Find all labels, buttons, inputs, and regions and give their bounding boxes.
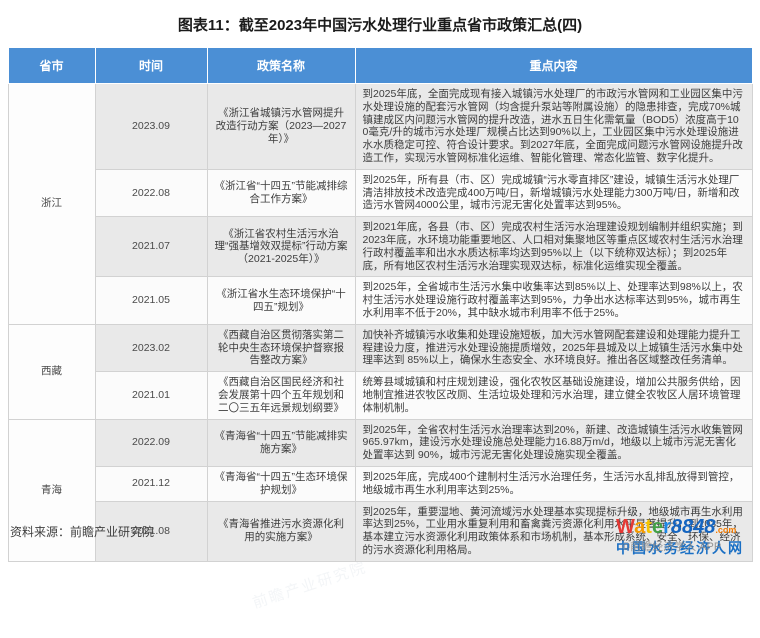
content-cell: 统筹县域城镇和村庄规划建设，强化农牧区基础设施建设，增加公共服务供给，因地制宜推… <box>354 371 753 420</box>
province-cell: 浙江 <box>7 83 96 325</box>
table-row: 2021.07 《浙江省农村生活污水治理“强基增效双提标”行动方案（2021-20… <box>8 216 753 278</box>
policy-cell: 《西藏自治区贯彻落实第二轮中央生态环境保护督察报告整改方案》 <box>206 323 356 373</box>
table-row: 2021.05 《浙江省水生态环境保护“十四五”规划》 到2025年，全省城市生活污… <box>8 276 753 325</box>
policy-table: 省市 时间 政策名称 重点内容 浙江 2023.09 《浙江省城镇污水管网提升改造行… <box>7 47 753 562</box>
policy-cell: 《西藏自治区国民经济和社会发展第十四个五年规划和二〇三五年远景规划纲要》 <box>206 371 356 420</box>
policy-cell: 《浙江省水生态环境保护“十四五”规划》 <box>206 276 356 325</box>
content-cell: 到2025年，全省农村生活污水治理率达到20%，新建、改造城镇生活污水收集管网9… <box>354 418 753 467</box>
content-cell: 到2025年，全省城市生活污水集中收集率达到85%以上、处理率达到98%以上，农… <box>354 276 753 325</box>
table-row: 2021.01 《西藏自治区国民经济和社会发展第十四个五年规划和二〇三五年远景规划… <box>8 371 753 420</box>
logo-wordmark: Water8848.com <box>616 517 754 537</box>
logo-letter: a <box>634 515 646 538</box>
page-title: 图表11：截至2023年中国污水处理行业重点省市政策汇总(四) <box>177 17 583 34</box>
table-row: 西藏 2023.02 《西藏自治区贯彻落实第二轮中央生态环境保护督察报告整改方案》加… <box>7 323 753 420</box>
date-cell: 2023.02 <box>94 323 208 373</box>
province-cell: 青海 <box>7 418 96 562</box>
header-province: 省市 <box>7 47 96 84</box>
logo-letter: 8 <box>670 515 682 538</box>
table-row: 2021.12 《青海省“十四五”生态环境保护规划》 到2025年底，完成400个建… <box>8 465 753 502</box>
table-header-row: 省市 时间 政策名称 重点内容 <box>7 47 753 84</box>
content-cell: 加快补齐城镇污水收集和处理设施短板，加大污水管网配套建设和处理能力提升工程建设力… <box>354 323 753 373</box>
date-cell: 2023.09 <box>94 83 208 170</box>
header-date: 时间 <box>94 47 208 84</box>
policy-cell: 《青海省“十四五”节能减排实施方案》 <box>206 418 356 467</box>
logo-letter: t <box>645 515 652 538</box>
content-cell: 到2025年，重要湿地、黄河流域污水处理基本实现提标升级，地级城市再生水利用率达… <box>354 500 753 562</box>
date-cell: 2021.12 <box>94 465 208 502</box>
logo-letter: r <box>663 515 671 538</box>
header-content: 重点内容 <box>354 47 753 84</box>
content-cell: 到2025年底，全面完成现有接入城镇污水处理厂的市政污水管网和工业园区集中污水处… <box>354 83 753 170</box>
date-cell: 2021.01 <box>94 371 208 420</box>
date-cell: 2021.05 <box>94 276 208 325</box>
source-note: 资料来源：前瞻产业研究院 <box>10 524 155 539</box>
table-row: 2021.08 《青海省推进污水资源化利用的实施方案》 到2025年，重要湿地、黄河… <box>8 500 753 562</box>
logo-suffix: .com <box>715 524 737 535</box>
water8848-logo: Water8848.com 中国水务经济人网 ©前瞻经济学人 APP <box>616 517 754 556</box>
policy-cell: 《浙江省城镇污水管网提升改造行动方案（2023—2027年）》 <box>206 83 356 170</box>
copyright-note: ©前瞻经济学人 APP <box>622 540 722 553</box>
table-row: 浙江 2023.09 《浙江省城镇污水管网提升改造行动方案（2023—2027年）》… <box>7 83 753 325</box>
header-policy: 政策名称 <box>206 47 356 84</box>
date-cell: 2021.08 <box>94 500 208 562</box>
page: 图表11：截至2023年中国污水处理行业重点省市政策汇总(四) 省市 时间 政策… <box>0 14 760 562</box>
policy-table-body: 浙江 2023.09 《浙江省城镇污水管网提升改造行动方案（2023—2027年）》… <box>7 83 753 562</box>
date-cell: 2021.07 <box>94 216 208 278</box>
logo-subtitle: 中国水务经济人网 <box>616 539 744 556</box>
logo-letter: W <box>616 515 635 538</box>
policy-cell: 《青海省推进污水资源化利用的实施方案》 <box>206 500 356 562</box>
policy-cell: 《浙江省“十四五”节能减排综合工作方案》 <box>206 168 356 218</box>
policy-cell: 《青海省“十四五”生态环境保护规划》 <box>206 465 356 502</box>
content-cell: 到2025年，所有县（市、区）完成城镇“污水零直排区”建设，城镇生活污水处理厂清… <box>354 168 753 218</box>
date-cell: 2022.08 <box>94 168 208 218</box>
logo-letter: e <box>651 515 664 538</box>
province-cell: 西藏 <box>7 323 96 420</box>
date-cell: 2022.09 <box>94 418 208 467</box>
table-row: 2022.08 《浙江省“十四五”节能减排综合工作方案》 到2025年，所有县（市、… <box>8 168 753 218</box>
content-cell: 到2021年底，各县（市、区）完成农村生活污水治理建设规划编制并组织实施；到20… <box>354 216 753 278</box>
logo-letter: 8 <box>681 515 694 538</box>
logo-letter: 8 <box>704 515 716 538</box>
logo-letter: 4 <box>693 515 705 538</box>
watermark-text: 前瞻产业研究院 <box>250 558 370 612</box>
table-row: 青海 2022.09 《青海省“十四五”节能减排实施方案》 到2025年，全省农村生活… <box>7 418 753 562</box>
content-cell: 到2025年底，完成400个建制村生活污水治理任务，生活污水乱排乱放得到管控，地… <box>354 465 753 502</box>
policy-cell: 《浙江省农村生活污水治理“强基增效双提标”行动方案（2021-2025年）》 <box>206 216 356 278</box>
